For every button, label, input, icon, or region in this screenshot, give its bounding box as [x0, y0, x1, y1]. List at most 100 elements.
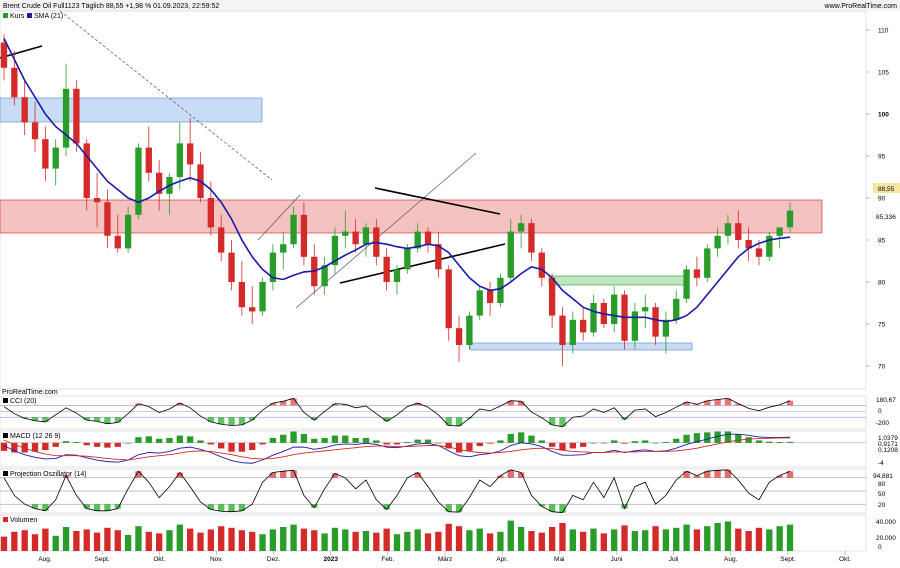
macd-series	[0, 431, 866, 464]
time-axis-label: Dez.	[267, 556, 281, 563]
macd-histogram-bar	[435, 442, 442, 444]
cci-oversold-area	[218, 417, 225, 425]
last-price-label: 88,55	[878, 186, 895, 193]
macd-histogram-bar	[62, 441, 70, 443]
volume-bar	[683, 524, 690, 551]
cci-label: CCI (20)	[10, 398, 36, 405]
macd-panel	[0, 430, 867, 468]
volume-bar	[393, 534, 401, 551]
volume-bar	[517, 527, 525, 551]
time-axis-label: Sept.	[780, 556, 795, 563]
projection-high-area	[331, 473, 339, 478]
projection-low-area	[311, 504, 318, 508]
macd-histogram-bar	[662, 442, 670, 443]
cci-oversold-area	[548, 417, 556, 425]
volume-bar	[155, 533, 163, 551]
macd-histogram-bar	[445, 442, 452, 449]
candle-body	[466, 315, 473, 345]
price-axis-label: 110	[878, 28, 889, 35]
candle-body	[73, 88, 80, 144]
upper-support-zone	[0, 97, 263, 123]
macd-histogram-bar	[73, 442, 80, 443]
candle-body	[745, 240, 752, 249]
volume-bar	[642, 530, 649, 551]
cci-tick-high: 180,67	[876, 397, 896, 404]
volume-bar	[548, 527, 556, 551]
volume-bar	[259, 534, 266, 551]
candle-body	[693, 269, 701, 278]
volume-bar	[145, 531, 152, 551]
candle-body	[590, 303, 597, 333]
triangle-lower-line	[339, 243, 506, 284]
time-axis-label: Aug.	[724, 556, 738, 563]
volume-bar	[590, 528, 597, 551]
time-axis-label: Juli	[669, 556, 679, 563]
macd-histogram-bar	[517, 432, 525, 443]
price-axis-label: 95	[878, 154, 886, 161]
volume-bar	[311, 530, 318, 551]
cci-oversold-area	[311, 417, 318, 421]
cci-oversold-area	[455, 417, 463, 427]
cci-overbought-area	[683, 401, 690, 406]
time-axis-label: März	[438, 556, 452, 563]
projection-low-area	[42, 504, 49, 511]
cci-tick-zero: 0	[878, 408, 882, 415]
macd-histogram-bar	[548, 442, 556, 447]
candle-body	[569, 319, 576, 345]
cci-overbought-area	[342, 404, 349, 406]
projection-high-area	[683, 471, 690, 478]
candle-body	[548, 277, 556, 316]
candle-body	[652, 307, 659, 337]
volume-bar	[197, 532, 204, 551]
volume-panel	[0, 514, 867, 552]
projection-label: Projection Oszillator (14)	[10, 471, 87, 478]
projection-high-area	[704, 471, 711, 478]
projection-high-area	[724, 469, 732, 478]
candle-body	[362, 227, 370, 245]
macd-histogram-bar	[249, 442, 256, 451]
candlestick-series	[0, 34, 794, 366]
macd-label: MACD (12 26 9)	[10, 433, 61, 440]
cci-overbought-area	[176, 403, 183, 406]
volume-tick-2: 20.000	[876, 535, 896, 542]
cci-overbought-area	[724, 398, 732, 406]
volume-series	[0, 520, 794, 551]
sma-line	[3, 38, 791, 323]
price-axis-label: 70	[878, 364, 886, 371]
cci-overbought-area	[331, 403, 339, 406]
volume-bar	[352, 531, 359, 551]
candle-body	[11, 67, 18, 98]
volume-bar	[228, 527, 235, 551]
time-axis: Aug. Sept. Okt. Nov. Dez. 2023 Feb. März Apr. Mai…	[38, 551, 851, 563]
volume-label: Volumen	[10, 517, 37, 524]
macd-histogram-bar	[414, 439, 421, 443]
cci-oversold-area	[228, 417, 235, 426]
projection-high-area	[414, 472, 421, 478]
price-axis-label: 85	[878, 238, 886, 245]
projection-high-area	[280, 471, 287, 478]
candle-body	[83, 143, 90, 198]
macd-histogram-bar	[424, 439, 432, 443]
time-axis-label: Nov.	[210, 556, 223, 563]
volume-bar	[290, 524, 297, 551]
projection-high-area	[62, 475, 70, 478]
volume-bar	[93, 532, 101, 551]
macd-histogram-bar	[735, 433, 742, 443]
candle-body	[579, 319, 587, 333]
time-axis-label: Juni	[610, 556, 622, 563]
cci-overbought-area	[517, 401, 525, 406]
macd-histogram-bar	[11, 442, 18, 453]
macd-histogram-bar	[42, 442, 49, 451]
macd-histogram-bar	[704, 432, 711, 443]
volume-bar	[704, 526, 711, 551]
last-price-box	[873, 183, 900, 193]
macd-histogram-bar	[559, 442, 566, 451]
projection-low-area	[559, 504, 566, 513]
cci-oversold-area	[238, 417, 246, 425]
projection-tick-1: 94,881	[873, 473, 893, 480]
volume-bar	[507, 520, 514, 551]
macd-histogram-bar	[362, 437, 370, 443]
projection-high-area	[776, 475, 783, 478]
volume-bar	[269, 529, 277, 551]
candle-body	[683, 269, 690, 299]
